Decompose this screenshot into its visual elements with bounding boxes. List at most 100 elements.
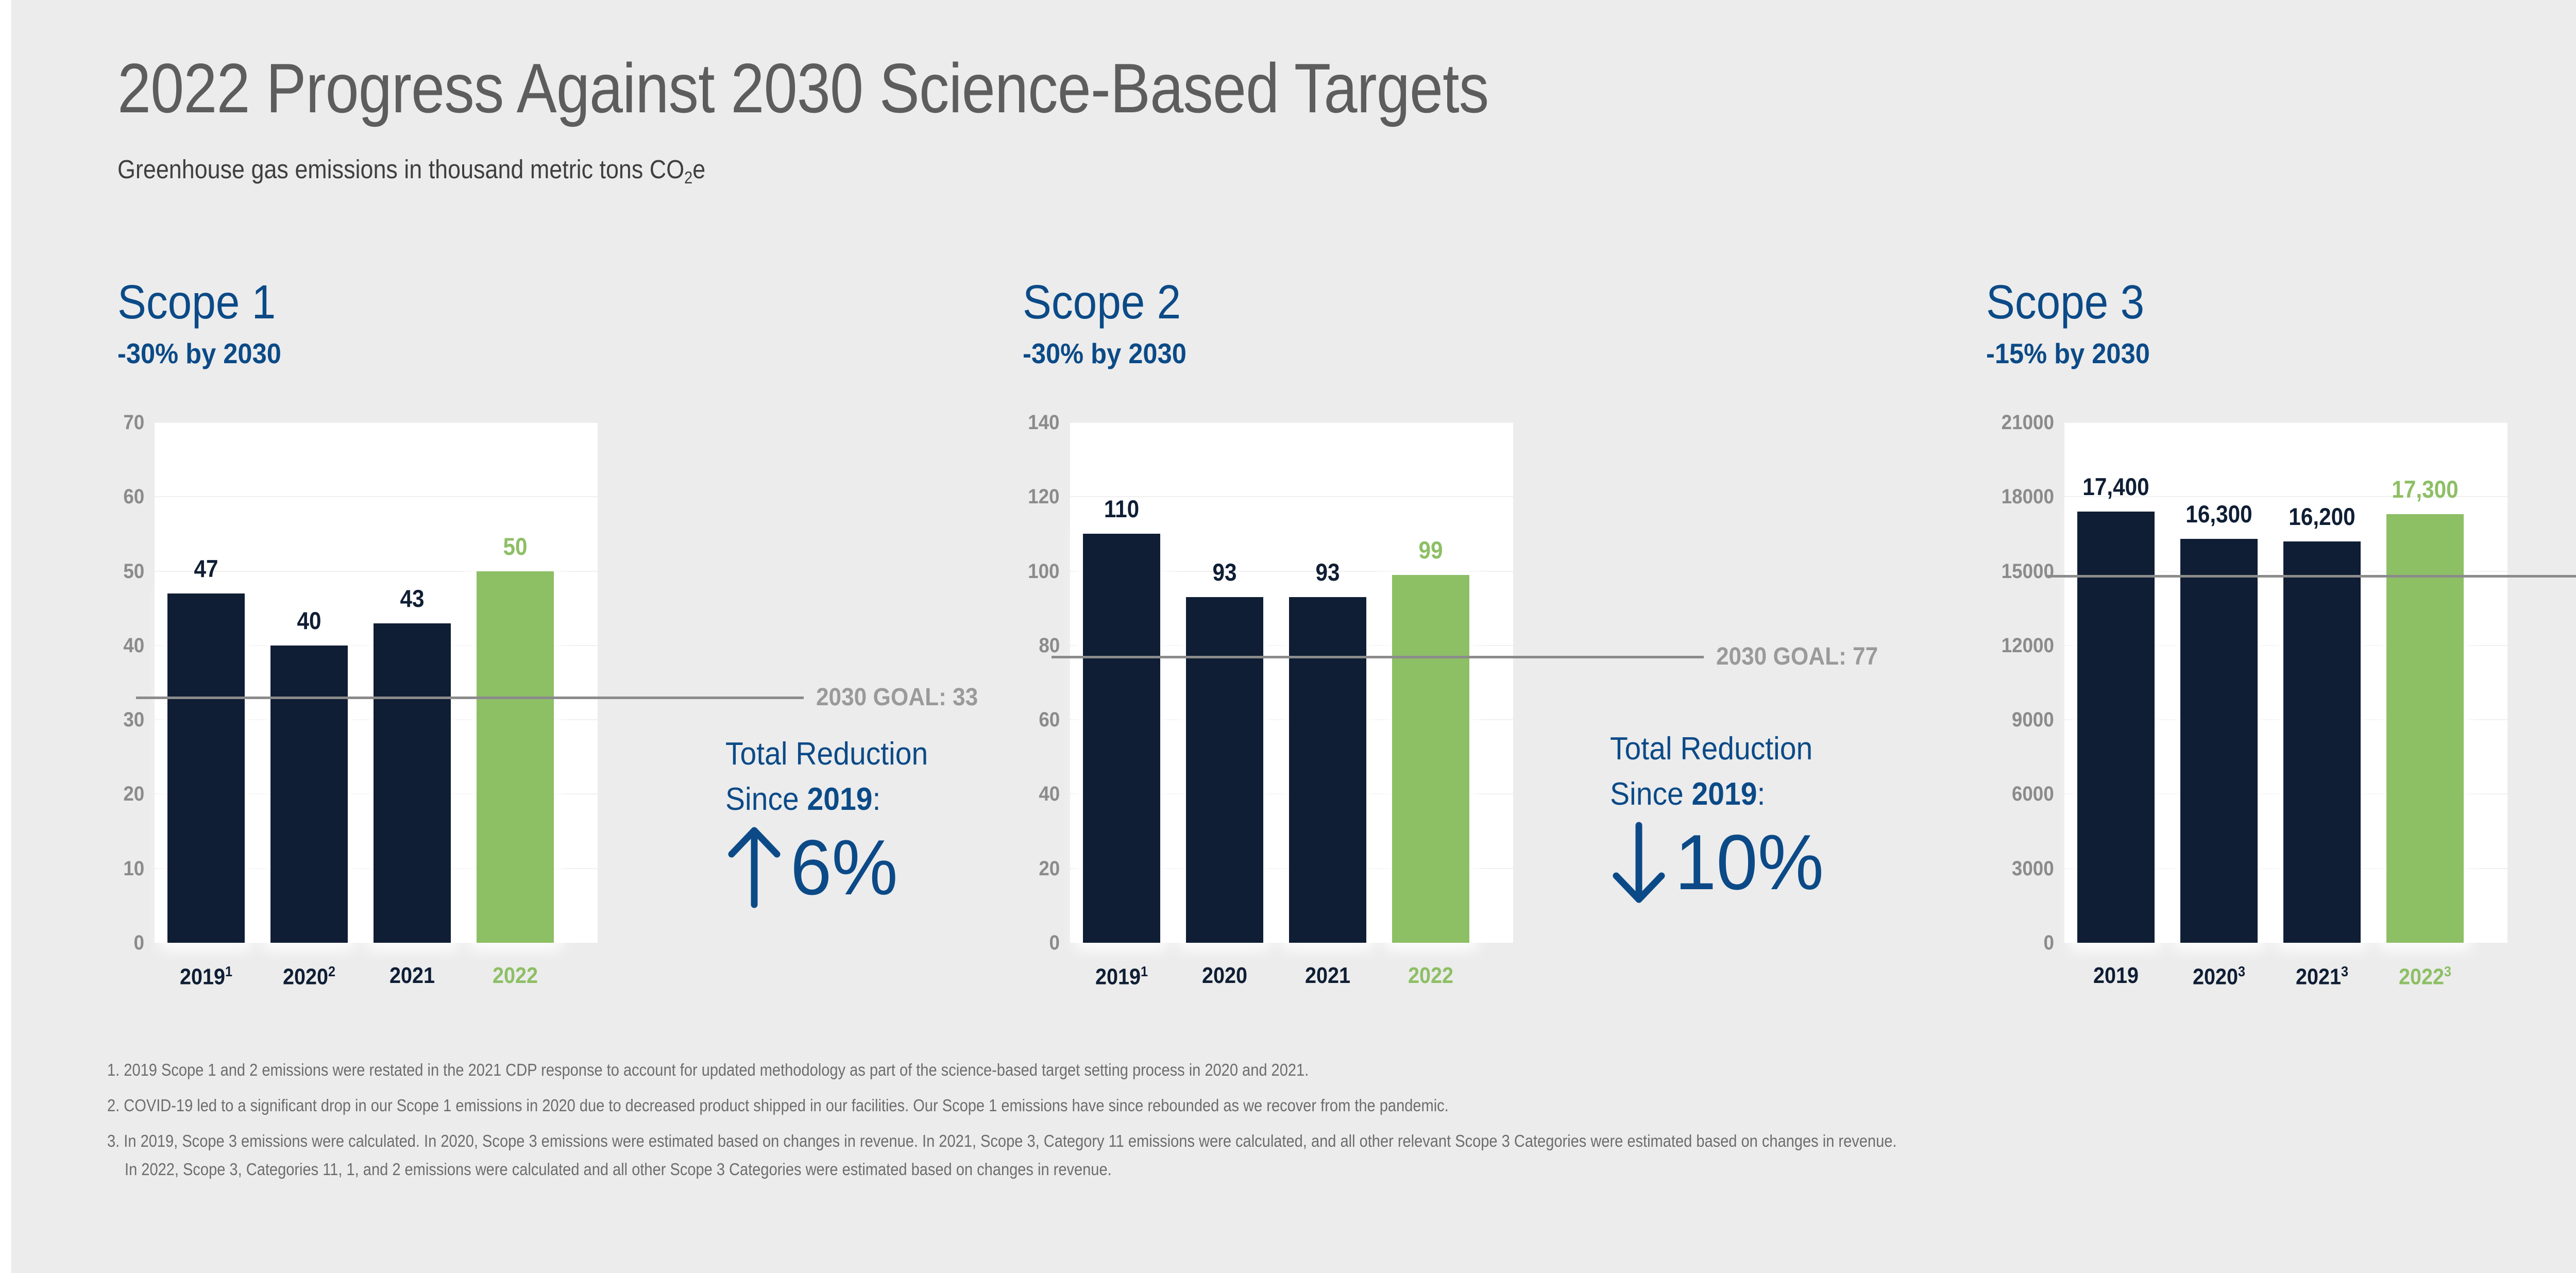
footnotes: 1. 2019 Scope 1 and 2 emissions were res… [107,1061,2141,1196]
x-axis-tick-label: 2022 [492,963,538,988]
bar [167,593,245,943]
subtitle-suffix: e [692,154,706,184]
bar [2386,514,2464,943]
bar [270,645,348,943]
footnote-item: 2. COVID-19 led to a significant drop in… [107,1096,1449,1115]
total-reduction-since-label: Since 2019: [725,782,881,818]
page-subtitle: Greenhouse gas emissions in thousand met… [117,154,1520,188]
y-axis-tick-label: 0 [133,931,144,954]
header: 2022 Progress Against 2030 Science-Based… [117,52,1712,188]
bar-value-label: 17,300 [2392,475,2459,503]
bar-value-label: 17,400 [2082,473,2149,501]
gridline [1070,496,1513,498]
y-axis-tick-label: 40 [1038,783,1060,806]
bar [1289,597,1366,943]
bar [1392,574,1469,943]
reduction-percent-value: 6% [790,824,898,912]
page-title: 2022 Progress Against 2030 Science-Based… [117,49,1489,127]
y-axis-tick-label: 100 [1028,559,1060,583]
footnote-item: 3. In 2019, Scope 3 emissions were calcu… [107,1131,1897,1150]
arrow-up-icon [728,827,781,908]
y-axis-tick-label: 120 [1028,485,1060,508]
bar [1083,534,1160,943]
y-axis-tick-label: 15000 [2001,559,2054,583]
y-axis-tick-label: 0 [1049,931,1060,954]
gridline [1070,570,1513,572]
bar-value-label: 110 [1104,495,1140,523]
scope-title: Scope 2 [1023,275,1181,329]
bar [477,571,554,943]
bar [2283,541,2361,943]
bar [1186,597,1263,943]
goal-line [1052,655,1704,658]
y-axis-tick-label: 10 [123,857,144,880]
bar [374,623,451,943]
bar-value-label: 16,200 [2289,502,2355,530]
gridline [1070,422,1513,423]
y-axis-tick-label: 0 [2043,931,2054,954]
scope-title: Scope 3 [1986,275,2145,329]
x-axis-tick-label: 2022 [1408,963,1454,988]
x-axis-tick-label: 2021 [389,963,435,988]
y-axis-tick-label: 9000 [2011,708,2054,732]
x-axis-tick-label: 20223 [2398,963,2452,990]
plot-area: 0 3000 6000 9000 12000 15000 18000 21000 17,400 2… [2001,412,2576,988]
bar-value-label: 93 [1315,558,1340,586]
x-axis-tick-label: 2021 [1304,963,1351,988]
bar-value-label: 99 [1418,536,1443,564]
reduction-percent-value: 10% [1675,819,1824,907]
plot-area: 0 10 20 30 40 50 60 70 47 20191 40 20202 43 2021 50 202… [123,412,978,988]
scope-target-label: -15% by 2030 [1986,337,2150,369]
bar-value-label: 16,300 [2185,500,2252,528]
y-axis-tick-label: 6000 [2011,783,2054,806]
subtitle-subscript: 2 [684,167,693,187]
scope-title: Scope 1 [117,275,276,329]
gridline [155,570,598,572]
total-reduction-label: Total Reduction [1610,731,1813,767]
scope-target-label: -30% by 2030 [1023,337,1187,369]
x-axis-tick-label: 20191 [1095,963,1148,990]
goal-label: 2030 GOAL: 77 [1716,642,1878,670]
y-axis-tick-label: 50 [123,559,144,583]
page-edge-left [0,0,11,1273]
x-axis-tick-label: 20202 [282,963,336,990]
arrow-down-icon [1613,822,1665,903]
reduction-value-row: 6% [725,824,945,911]
y-axis-tick-label: 3000 [2011,857,2054,880]
y-axis-tick-label: 30 [123,708,144,732]
y-axis-tick-label: 12000 [2001,634,2054,657]
bar-value-label: 50 [503,532,528,560]
bar-value-label: 47 [194,554,218,582]
total-reduction-block: Total Reduction Since 2019: 10% [1610,726,1832,906]
gridline [155,496,598,498]
y-axis-tick-label: 40 [123,634,144,657]
bar-value-label: 40 [297,606,321,634]
footnote-item: 1. 2019 Scope 1 and 2 emissions were res… [107,1060,1309,1079]
bar-value-label: 43 [400,584,425,612]
total-reduction-label: Total Reduction [725,736,928,772]
y-axis-tick-label: 20 [1038,857,1060,880]
y-axis-tick-label: 70 [123,411,144,434]
footnote-item: In 2022, Scope 3, Categories 11, 1, and … [125,1160,1112,1179]
y-axis-tick-label: 60 [123,485,144,508]
y-axis-tick-label: 21000 [2001,411,2054,434]
total-reduction-block: Total Reduction Since 2019: 6% [725,732,945,911]
y-axis-tick-label: 20 [123,783,144,806]
x-axis-tick-label: 20203 [2192,963,2246,990]
subtitle-text: Greenhouse gas emissions in thousand met… [117,154,685,184]
reduction-value-row: 10% [1610,819,1832,906]
goal-line [2046,575,2576,578]
goal-label: 2030 GOAL: 33 [816,683,978,711]
scope-target-label: -30% by 2030 [117,337,281,369]
x-axis-tick-label: 2019 [2093,963,2139,988]
goal-line [136,696,804,699]
scope-2-panel: Scope 2 -30% by 2030 0 20 40 60 80 100 120 140 110… [1023,275,1878,988]
y-axis-tick-label: 80 [1038,634,1060,657]
bar-value-label: 93 [1212,558,1237,586]
x-axis-tick-label: 20213 [2295,963,2349,990]
y-axis-tick-label: 60 [1038,708,1060,732]
plot-area: 0 20 40 60 80 100 120 140 110 20191 93 2020 93 2021 99… [1028,412,1878,988]
bar [2180,539,2258,943]
y-axis-tick-label: 18000 [2001,485,2054,508]
